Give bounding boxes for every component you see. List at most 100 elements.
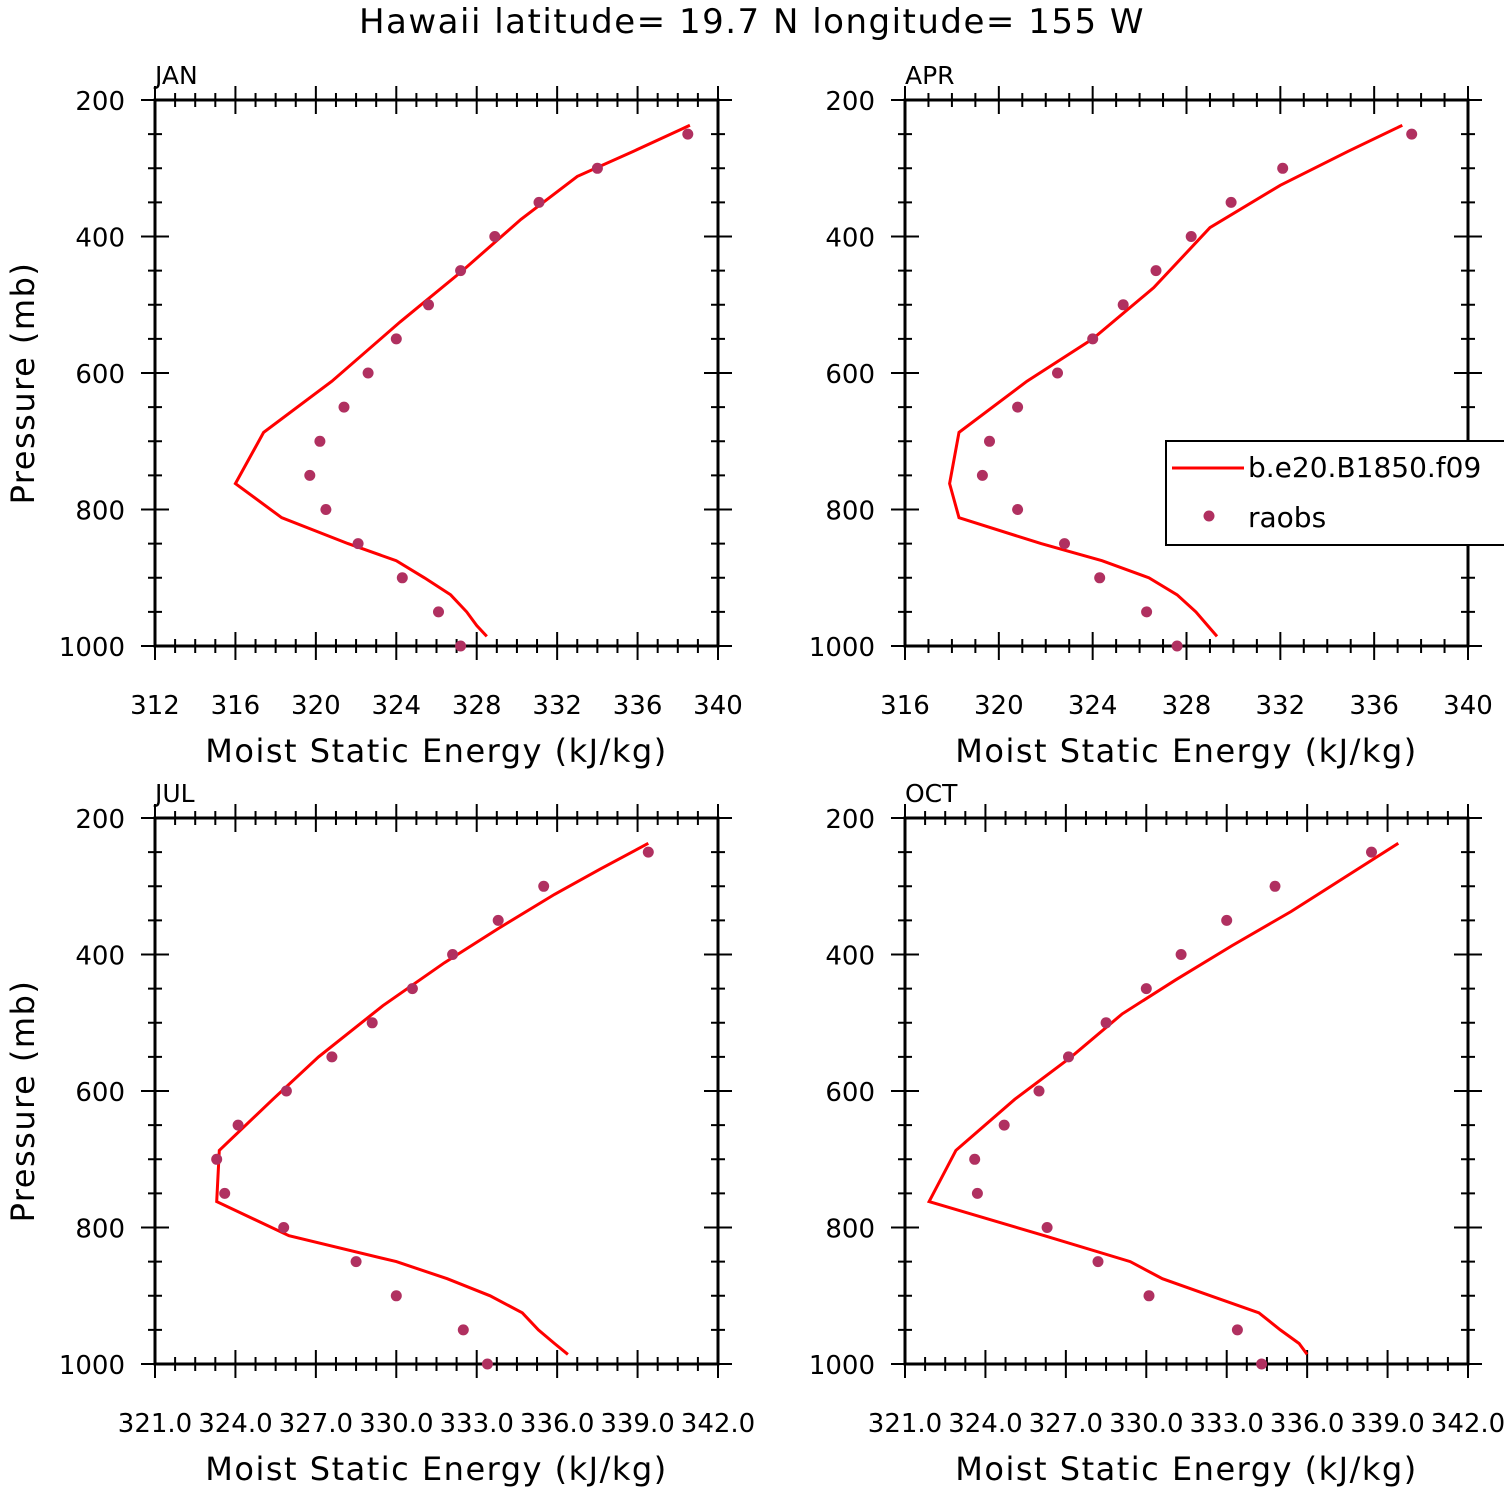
raobs-point bbox=[1117, 299, 1129, 311]
x-tick-label: 328 bbox=[1162, 691, 1212, 721]
x-tick-label: 320 bbox=[974, 691, 1024, 721]
panel-title: JUL bbox=[153, 779, 195, 808]
y-tick-label: 200 bbox=[75, 805, 125, 835]
y-tick-label: 1000 bbox=[59, 1351, 125, 1381]
raobs-point bbox=[350, 1256, 362, 1268]
raobs-point bbox=[976, 469, 988, 481]
x-tick-label: 332 bbox=[532, 691, 582, 721]
raobs-point bbox=[280, 1085, 292, 1097]
model-series-line bbox=[948, 123, 1403, 638]
raobs-point bbox=[998, 1119, 1010, 1131]
raobs-point bbox=[362, 367, 374, 379]
x-tick-label: 342.0 bbox=[681, 1409, 755, 1439]
raobs-point bbox=[326, 1051, 338, 1063]
y-tick-label: 800 bbox=[825, 1215, 875, 1245]
raobs-point bbox=[1143, 1290, 1155, 1302]
raobs-point bbox=[423, 299, 434, 311]
raobs-point bbox=[1269, 880, 1281, 892]
x-tick-label: 320 bbox=[291, 691, 341, 721]
raobs-point bbox=[1094, 572, 1106, 584]
x-tick-label: 321.0 bbox=[868, 1409, 942, 1439]
panel-jan: 312 316 320 324 328 332 336 340 200 400 600 800 1000… bbox=[4, 61, 743, 770]
raobs-point bbox=[591, 162, 603, 174]
x-tick-label: 324 bbox=[1068, 691, 1118, 721]
y-tick-label: 600 bbox=[825, 1078, 875, 1108]
plot-frame bbox=[903, 98, 1470, 648]
legend-point-swatch bbox=[1203, 510, 1215, 522]
y-tick-label: 600 bbox=[75, 360, 125, 390]
x-tick-label: 339.0 bbox=[600, 1409, 674, 1439]
model-series-line bbox=[926, 842, 1400, 1356]
x-tick-label: 312 bbox=[130, 691, 180, 721]
x-tick-label: 340 bbox=[693, 691, 743, 721]
raobs-point bbox=[1406, 128, 1418, 140]
model-series-line bbox=[233, 123, 691, 638]
y-tick-label: 400 bbox=[75, 224, 125, 254]
raobs-point bbox=[1256, 1358, 1268, 1370]
raobs-point bbox=[1012, 401, 1024, 413]
x-tick-label: 336 bbox=[1349, 691, 1399, 721]
x-tick-label: 340 bbox=[1443, 691, 1493, 721]
raobs-point bbox=[1012, 504, 1024, 515]
y-tick-label: 800 bbox=[825, 497, 875, 527]
x-tick-label: 316 bbox=[211, 691, 261, 721]
raobs-point bbox=[969, 1153, 981, 1165]
y-tick-label: 400 bbox=[75, 942, 125, 972]
legend: b.e20.B1850.f09 raobs bbox=[1165, 440, 1504, 546]
raobs-point bbox=[1063, 1051, 1074, 1063]
y-tick-label: 600 bbox=[75, 1078, 125, 1108]
panel-title: OCT bbox=[905, 779, 958, 808]
raobs-point bbox=[457, 1324, 469, 1336]
raobs-point bbox=[489, 231, 501, 242]
raobs-point bbox=[455, 640, 467, 652]
y-tick-label: 1000 bbox=[59, 633, 125, 663]
raobs-point bbox=[682, 128, 694, 140]
x-tick-label: 339.0 bbox=[1350, 1409, 1424, 1439]
raobs-point bbox=[1087, 333, 1099, 345]
legend-obs-label: raobs bbox=[1248, 501, 1326, 534]
raobs-point bbox=[1221, 914, 1233, 926]
x-axis-label: Moist Static Energy (kJ/kg) bbox=[955, 732, 1417, 770]
x-tick-label: 332 bbox=[1256, 691, 1306, 721]
model-series-line bbox=[215, 841, 650, 1356]
raobs-point bbox=[406, 983, 418, 995]
y-axis-label: Pressure (mb) bbox=[4, 980, 42, 1223]
plot-frame bbox=[903, 816, 1470, 1366]
y-tick-label: 400 bbox=[825, 224, 875, 254]
raobs-point bbox=[390, 333, 402, 345]
raobs-point bbox=[219, 1187, 231, 1199]
plot-frame bbox=[153, 816, 720, 1366]
raobs-point bbox=[492, 914, 504, 926]
y-tick-label: 400 bbox=[825, 942, 875, 972]
x-tick-label: 330.0 bbox=[359, 1409, 433, 1439]
x-tick-label: 327.0 bbox=[1029, 1409, 1103, 1439]
raobs-point bbox=[455, 265, 467, 277]
legend-box bbox=[1165, 440, 1504, 546]
raobs-point bbox=[1052, 367, 1063, 379]
raobs-point bbox=[211, 1153, 223, 1165]
raobs-point bbox=[1366, 846, 1377, 858]
raobs-point bbox=[1092, 1256, 1104, 1268]
raobs-point bbox=[278, 1222, 290, 1233]
raobs-point bbox=[447, 949, 459, 960]
x-tick-label: 336 bbox=[613, 691, 663, 721]
raobs-point bbox=[1141, 606, 1153, 618]
raobs-point bbox=[481, 1358, 493, 1370]
x-tick-label: 336.0 bbox=[520, 1409, 594, 1439]
x-tick-label: 316 bbox=[880, 691, 930, 721]
raobs-point bbox=[1100, 1017, 1112, 1029]
raobs-point bbox=[320, 504, 332, 515]
raobs-point bbox=[352, 538, 364, 550]
raobs-point bbox=[1185, 231, 1197, 242]
raobs-point bbox=[390, 1290, 402, 1302]
raobs-point bbox=[1175, 949, 1187, 960]
y-tick-label: 600 bbox=[825, 360, 875, 390]
panel-title: APR bbox=[905, 61, 955, 90]
y-tick-label: 200 bbox=[825, 87, 875, 117]
raobs-point bbox=[232, 1119, 244, 1131]
x-tick-label: 328 bbox=[452, 691, 502, 721]
raobs-point bbox=[433, 606, 444, 618]
raobs-point bbox=[304, 469, 316, 481]
legend-model-label: b.e20.B1850.f09 bbox=[1248, 451, 1481, 484]
raobs-point bbox=[538, 880, 550, 892]
